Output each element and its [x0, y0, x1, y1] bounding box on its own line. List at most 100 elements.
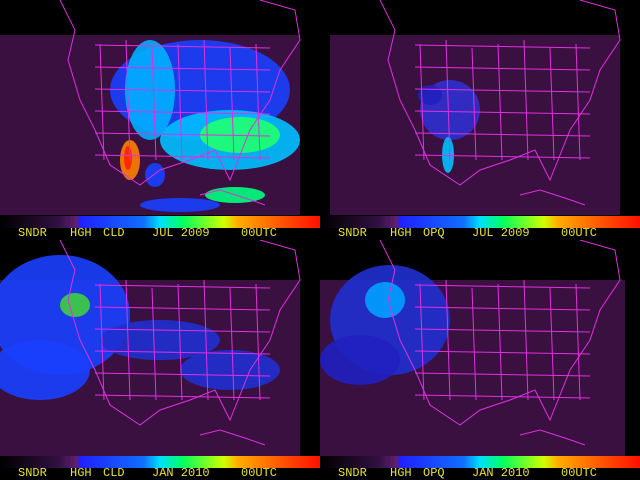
state-line	[229, 287, 235, 401]
state-line	[203, 279, 209, 401]
coastline	[379, 0, 621, 186]
state-line	[94, 132, 271, 137]
state-line	[94, 328, 271, 333]
state-line	[523, 39, 529, 161]
panel-label: SNDR	[18, 466, 47, 480]
map-panel: SNDR HGH OPQ JAN 2010 00UTC	[320, 240, 640, 480]
state-line	[471, 287, 477, 401]
cloud-area	[365, 282, 405, 318]
cloud-area	[124, 146, 132, 170]
state-line	[177, 283, 183, 401]
colorbar	[0, 216, 320, 228]
panel-label: CLD	[103, 226, 125, 240]
cloud-area	[140, 198, 220, 212]
cloud-area	[418, 85, 442, 105]
state-line	[255, 43, 261, 161]
state-line	[151, 287, 157, 401]
panel-label: SNDR	[338, 226, 367, 240]
state-line	[414, 306, 591, 311]
state-line	[177, 43, 183, 161]
state-line	[94, 66, 271, 71]
state-line	[94, 306, 271, 311]
state-line	[94, 350, 271, 355]
state-line	[414, 132, 591, 137]
state-line	[575, 283, 581, 401]
coastline	[59, 240, 301, 426]
coastline	[199, 429, 266, 446]
state-line	[414, 44, 591, 49]
map-panel: SNDR HGH CLD JAN 2010 00UTC	[0, 240, 320, 480]
state-line	[575, 43, 581, 161]
state-line	[414, 284, 591, 289]
state-line	[414, 394, 591, 399]
cloud-area	[442, 137, 454, 173]
state-line	[445, 279, 451, 401]
state-line	[94, 284, 271, 289]
cloud-area	[320, 335, 400, 385]
colorbar	[320, 216, 640, 228]
panel-label: SNDR	[338, 466, 367, 480]
panel-label: JAN 2010	[152, 466, 210, 480]
panel-label: JAN 2010	[472, 466, 530, 480]
state-line	[497, 283, 503, 401]
boundaries	[59, 240, 301, 446]
coastline	[379, 240, 621, 426]
panel-label: HGH	[70, 226, 92, 240]
colorbar	[320, 456, 640, 468]
boundaries	[379, 0, 621, 206]
panel-label: 00UTC	[561, 466, 597, 480]
state-line	[523, 279, 529, 401]
state-line	[471, 47, 477, 161]
state-line	[414, 372, 591, 377]
state-line	[125, 39, 131, 161]
cloud-area	[180, 350, 280, 390]
coastline	[199, 189, 266, 206]
panel-label: OPQ	[423, 226, 445, 240]
state-line	[419, 283, 425, 401]
coastline	[59, 0, 301, 186]
panel-label: JUL 2009	[152, 226, 210, 240]
panel-label: 00UTC	[241, 226, 277, 240]
state-line	[125, 279, 131, 401]
state-line	[229, 47, 235, 161]
state-line	[497, 43, 503, 161]
state-line	[94, 110, 271, 115]
state-line	[99, 283, 105, 401]
cloud-area	[145, 163, 165, 187]
boundaries	[379, 240, 621, 446]
panel-label: JUL 2009	[472, 226, 530, 240]
state-line	[94, 88, 271, 93]
coastline	[519, 189, 586, 206]
map-panel: SNDR HGH OPQ JUL 2009 00UTC	[320, 0, 640, 240]
state-line	[414, 66, 591, 71]
state-line	[549, 47, 555, 161]
state-line	[414, 328, 591, 333]
state-line	[94, 372, 271, 377]
state-line	[414, 88, 591, 93]
state-line	[414, 154, 591, 159]
state-line	[445, 39, 451, 161]
cloud-area	[0, 340, 90, 400]
colorbar	[0, 456, 320, 468]
state-line	[99, 43, 105, 161]
panel-label: HGH	[70, 466, 92, 480]
state-line	[414, 110, 591, 115]
panel-label: 00UTC	[241, 466, 277, 480]
coastline	[519, 429, 586, 446]
state-line	[94, 154, 271, 159]
panel-label: SNDR	[18, 226, 47, 240]
state-line	[94, 394, 271, 399]
panel-label: HGH	[390, 466, 412, 480]
map-panel: SNDR HGH CLD JUL 2009 00UTC	[0, 0, 320, 240]
panel-label: HGH	[390, 226, 412, 240]
state-line	[94, 44, 271, 49]
panel-label: OPQ	[423, 466, 445, 480]
panel-label: 00UTC	[561, 226, 597, 240]
state-line	[549, 287, 555, 401]
state-line	[419, 43, 425, 161]
cloud-area	[60, 293, 90, 317]
boundaries	[59, 0, 301, 206]
state-line	[255, 283, 261, 401]
state-line	[151, 47, 157, 161]
